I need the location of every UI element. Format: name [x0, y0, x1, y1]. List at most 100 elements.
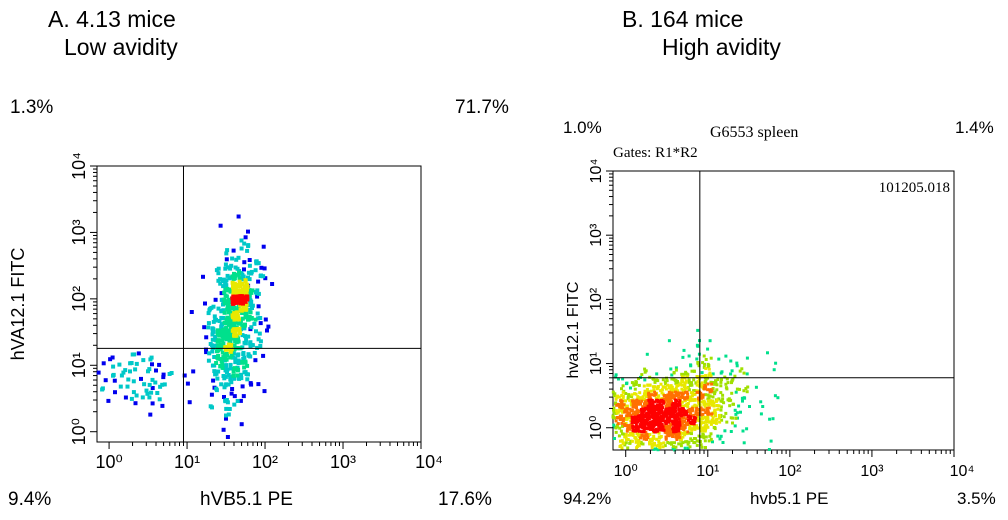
panel-b-plot-frame: [612, 170, 955, 451]
event-dot: [653, 400, 657, 404]
event-dot: [664, 425, 667, 429]
event-dot: [746, 385, 750, 389]
event-dot: [613, 437, 616, 440]
event-dot: [232, 324, 237, 329]
event-dot: [249, 316, 254, 321]
event-dot: [226, 310, 231, 315]
event-dot: [247, 303, 252, 308]
event-dot: [671, 427, 675, 431]
event-dot: [713, 390, 717, 394]
event-dot: [679, 444, 683, 448]
event-dot: [639, 440, 643, 444]
event-dot: [742, 371, 746, 375]
event-dot: [651, 410, 655, 414]
event-dot: [154, 368, 158, 373]
event-dot: [742, 396, 746, 400]
event-dot: [625, 424, 629, 427]
event-dot: [686, 423, 690, 427]
event-dot: [701, 374, 705, 378]
event-dot: [703, 404, 707, 408]
event-dot: [618, 414, 622, 418]
event-dot: [219, 324, 224, 329]
event-dot: [232, 317, 237, 322]
event-dot: [680, 372, 684, 376]
event-dot: [655, 437, 659, 441]
event-dot: [229, 347, 234, 352]
event-dot: [630, 393, 634, 397]
event-dot: [670, 396, 674, 400]
event-dot: [612, 408, 615, 412]
event-dot: [735, 411, 739, 415]
event-dot: [669, 428, 673, 432]
event-dot: [664, 404, 668, 408]
event-dot: [633, 415, 637, 419]
event-dot: [679, 416, 683, 420]
event-dot: [700, 400, 704, 404]
event-dot: [632, 405, 636, 409]
event-dot: [96, 370, 101, 375]
event-dot: [677, 397, 681, 400]
event-dot: [709, 356, 713, 360]
event-dot: [735, 361, 739, 365]
event-dot: [625, 407, 629, 411]
event-dot: [243, 360, 248, 365]
event-dot: [681, 416, 685, 420]
event-dot: [710, 403, 714, 407]
event-dot: [247, 263, 252, 268]
event-dot: [700, 371, 704, 375]
event-dot: [678, 420, 682, 424]
event-dot: [651, 428, 655, 431]
event-dot: [136, 351, 141, 356]
event-dot: [673, 424, 677, 428]
event-dot: [237, 300, 242, 305]
event-dot: [161, 372, 166, 377]
event-dot: [626, 411, 630, 415]
event-dot: [634, 425, 638, 429]
event-dot: [248, 344, 253, 348]
event-dot: [678, 407, 682, 411]
event-dot: [699, 396, 703, 400]
event-dot: [642, 428, 646, 432]
x-tick-label: 10⁴: [950, 463, 975, 480]
event-dot: [121, 370, 126, 375]
event-dot: [648, 399, 652, 403]
event-dot: [680, 421, 684, 425]
event-dot: [681, 435, 685, 439]
event-dot: [700, 415, 704, 419]
event-dot: [207, 351, 212, 356]
event-dot: [736, 416, 739, 420]
event-dot: [249, 325, 254, 330]
panel-b-plot: 10⁰ 10¹ 10² 10³ 10⁴ 10⁰ 10¹ 10² 10³ 10⁴ hva12.1 …: [565, 159, 974, 480]
event-dot: [231, 248, 236, 253]
event-dot: [630, 439, 634, 443]
event-dot: [191, 369, 196, 374]
event-dot: [625, 382, 628, 386]
event-dot: [646, 418, 650, 422]
event-dot: [700, 381, 704, 385]
event-dot: [635, 432, 639, 435]
event-dot: [113, 390, 117, 395]
event-dot: [674, 381, 678, 385]
event-dot: [699, 413, 703, 417]
event-dot: [710, 418, 714, 422]
event-dot: [237, 279, 242, 284]
event-dot: [685, 375, 689, 379]
event-dot: [677, 400, 681, 404]
event-dot: [646, 436, 650, 440]
panel-b-file-id: 101205.018: [879, 180, 950, 196]
event-dot: [254, 291, 259, 296]
event-dot: [729, 359, 733, 363]
event-dot: [768, 417, 772, 421]
event-dot: [149, 390, 154, 395]
event-dot: [648, 440, 652, 444]
event-dot: [711, 381, 715, 384]
event-dot: [729, 372, 733, 376]
event-dot: [253, 268, 258, 273]
event-dot: [701, 433, 705, 437]
event-dot: [225, 353, 230, 358]
event-dot: [713, 411, 717, 415]
event-dot: [664, 435, 668, 439]
event-dot: [613, 392, 617, 396]
event-dot: [229, 263, 234, 268]
event-dot: [234, 272, 239, 277]
